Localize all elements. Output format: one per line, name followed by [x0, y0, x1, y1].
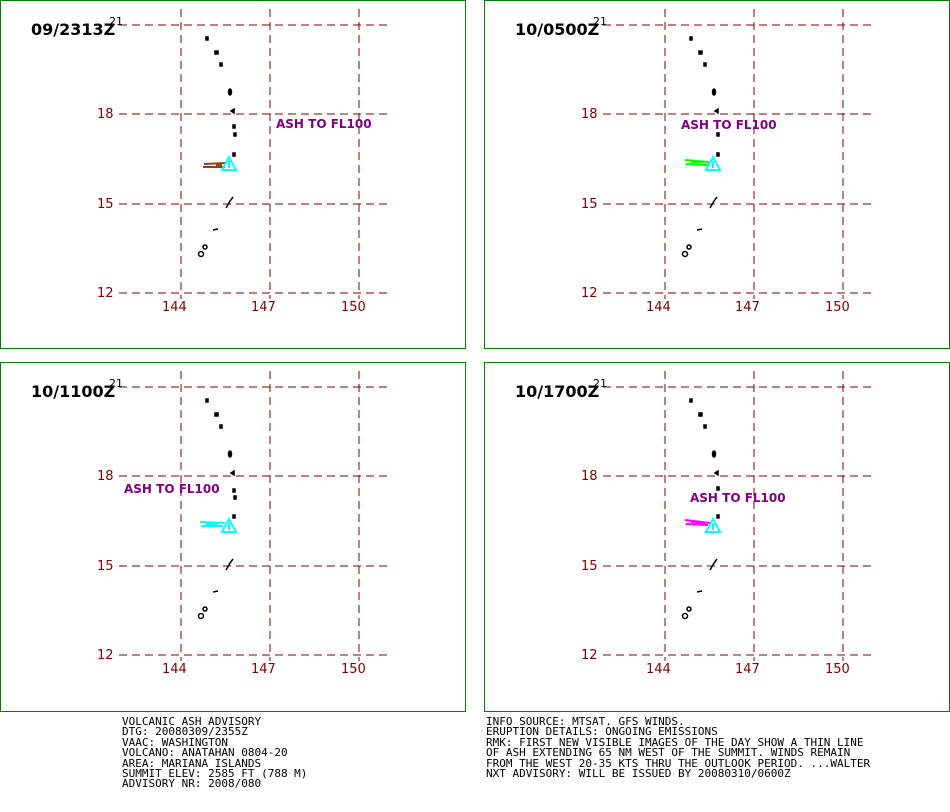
lat-label-12: 12 — [97, 286, 114, 301]
lat-label-15: 15 — [581, 197, 598, 212]
panel-time: 10/1100Z — [31, 382, 116, 401]
volcano-marker — [220, 154, 238, 171]
volcano-marker — [704, 154, 722, 171]
mariana-islands — [197, 36, 237, 258]
remarks-line-1: RMK: FIRST NEW VISIBLE IMAGES OF THE DAY… — [486, 735, 864, 749]
lat-label-18: 18 — [97, 107, 114, 122]
lat-label-18: 18 — [581, 469, 598, 484]
advisory-dtg: DTG: 20080309/2355Z — [122, 725, 248, 739]
map-panel-3: 10/1100Z 21 18 15 12 144 147 150 ASH TO … — [0, 362, 466, 712]
lon-label-150: 150 — [341, 300, 366, 315]
ash-plume — [203, 162, 227, 168]
lon-label-147: 147 — [251, 662, 276, 677]
lat-label-15: 15 — [97, 197, 114, 212]
lat-label-15: 15 — [97, 559, 114, 574]
panel-time: 09/2313Z — [31, 20, 116, 39]
remarks-line-2: OF ASH EXTENDING 65 NM WEST OF THE SUMMI… — [486, 746, 851, 760]
panel-time: 10/0500Z — [515, 20, 600, 39]
mariana-islands — [681, 36, 720, 258]
lat-label-21: 21 — [109, 377, 123, 390]
lon-label-147: 147 — [735, 300, 760, 315]
map-grid-4 — [603, 371, 875, 661]
mariana-islands — [197, 398, 237, 620]
eruption-details: ERUPTION DETAILS: ONGOING EMISSIONS — [486, 725, 718, 739]
map-panel-2: 10/0500Z 21 18 15 12 144 147 150 ASH TO … — [484, 0, 950, 349]
map-grid-1 — [119, 9, 391, 299]
lon-label-147: 147 — [251, 300, 276, 315]
lon-label-150: 150 — [341, 662, 366, 677]
advisory-details-block: INFO SOURCE: MTSAT. GFS WINDS. ERUPTION … — [486, 715, 871, 781]
map-panel-4: 10/1700Z 21 18 15 12 144 147 150 ASH TO … — [484, 362, 950, 712]
lat-label-12: 12 — [97, 648, 114, 663]
lon-label-144: 144 — [646, 662, 671, 677]
advisory-title: VOLCANIC ASH ADVISORY — [122, 715, 262, 728]
lon-label-144: 144 — [162, 300, 187, 315]
ash-plume — [199, 521, 226, 527]
mariana-islands — [681, 398, 720, 620]
advisory-volcano: VOLCANO: ANATAHAN 0804-20 — [122, 746, 288, 760]
lon-label-150: 150 — [825, 662, 850, 677]
advisory-vaac: VAAC: WASHINGTON — [122, 735, 228, 749]
lat-label-18: 18 — [97, 469, 114, 484]
advisory-header-block: VOLCANIC ASH ADVISORY DTG: 20080309/2355… — [122, 715, 308, 791]
lon-label-144: 144 — [646, 300, 671, 315]
panel-time: 10/1700Z — [515, 382, 600, 401]
lon-label-147: 147 — [735, 662, 760, 677]
ash-altitude-label: ASH TO FL100 — [690, 491, 786, 505]
ash-altitude-label: ASH TO FL100 — [124, 482, 220, 496]
next-advisory: NXT ADVISORY: WILL BE ISSUED BY 20080310… — [486, 767, 791, 781]
lon-label-150: 150 — [825, 300, 850, 315]
lat-label-21: 21 — [593, 15, 607, 28]
ash-plume — [684, 519, 711, 526]
lon-label-144: 144 — [162, 662, 187, 677]
advisory-summit-elev: SUMMIT ELEV: 2585 FT (788 M) — [122, 767, 308, 781]
advisory-number: ADVISORY NR: 2008/080 — [122, 777, 262, 791]
info-source: INFO SOURCE: MTSAT. GFS WINDS. — [486, 715, 685, 728]
volcano-marker — [220, 516, 238, 533]
map-grid-2 — [603, 9, 875, 299]
map-grid-3 — [119, 371, 391, 661]
volcano-marker — [704, 516, 722, 533]
lat-label-21: 21 — [109, 15, 123, 28]
lat-label-21: 21 — [593, 377, 607, 390]
map-panel-1: 09/2313Z 21 18 15 12 144 147 150 ASH TO … — [0, 0, 466, 349]
lat-label-12: 12 — [581, 648, 598, 663]
ash-altitude-label: ASH TO FL100 — [681, 118, 777, 132]
remarks-line-3: FROM THE WEST 20-35 KTS THRU THE OUTLOOK… — [486, 756, 871, 770]
ash-plume — [684, 159, 710, 166]
lat-label-18: 18 — [581, 107, 598, 122]
lat-label-12: 12 — [581, 286, 598, 301]
lat-label-15: 15 — [581, 559, 598, 574]
advisory-area: AREA: MARIANA ISLANDS — [122, 756, 262, 770]
ash-altitude-label: ASH TO FL100 — [276, 117, 372, 131]
